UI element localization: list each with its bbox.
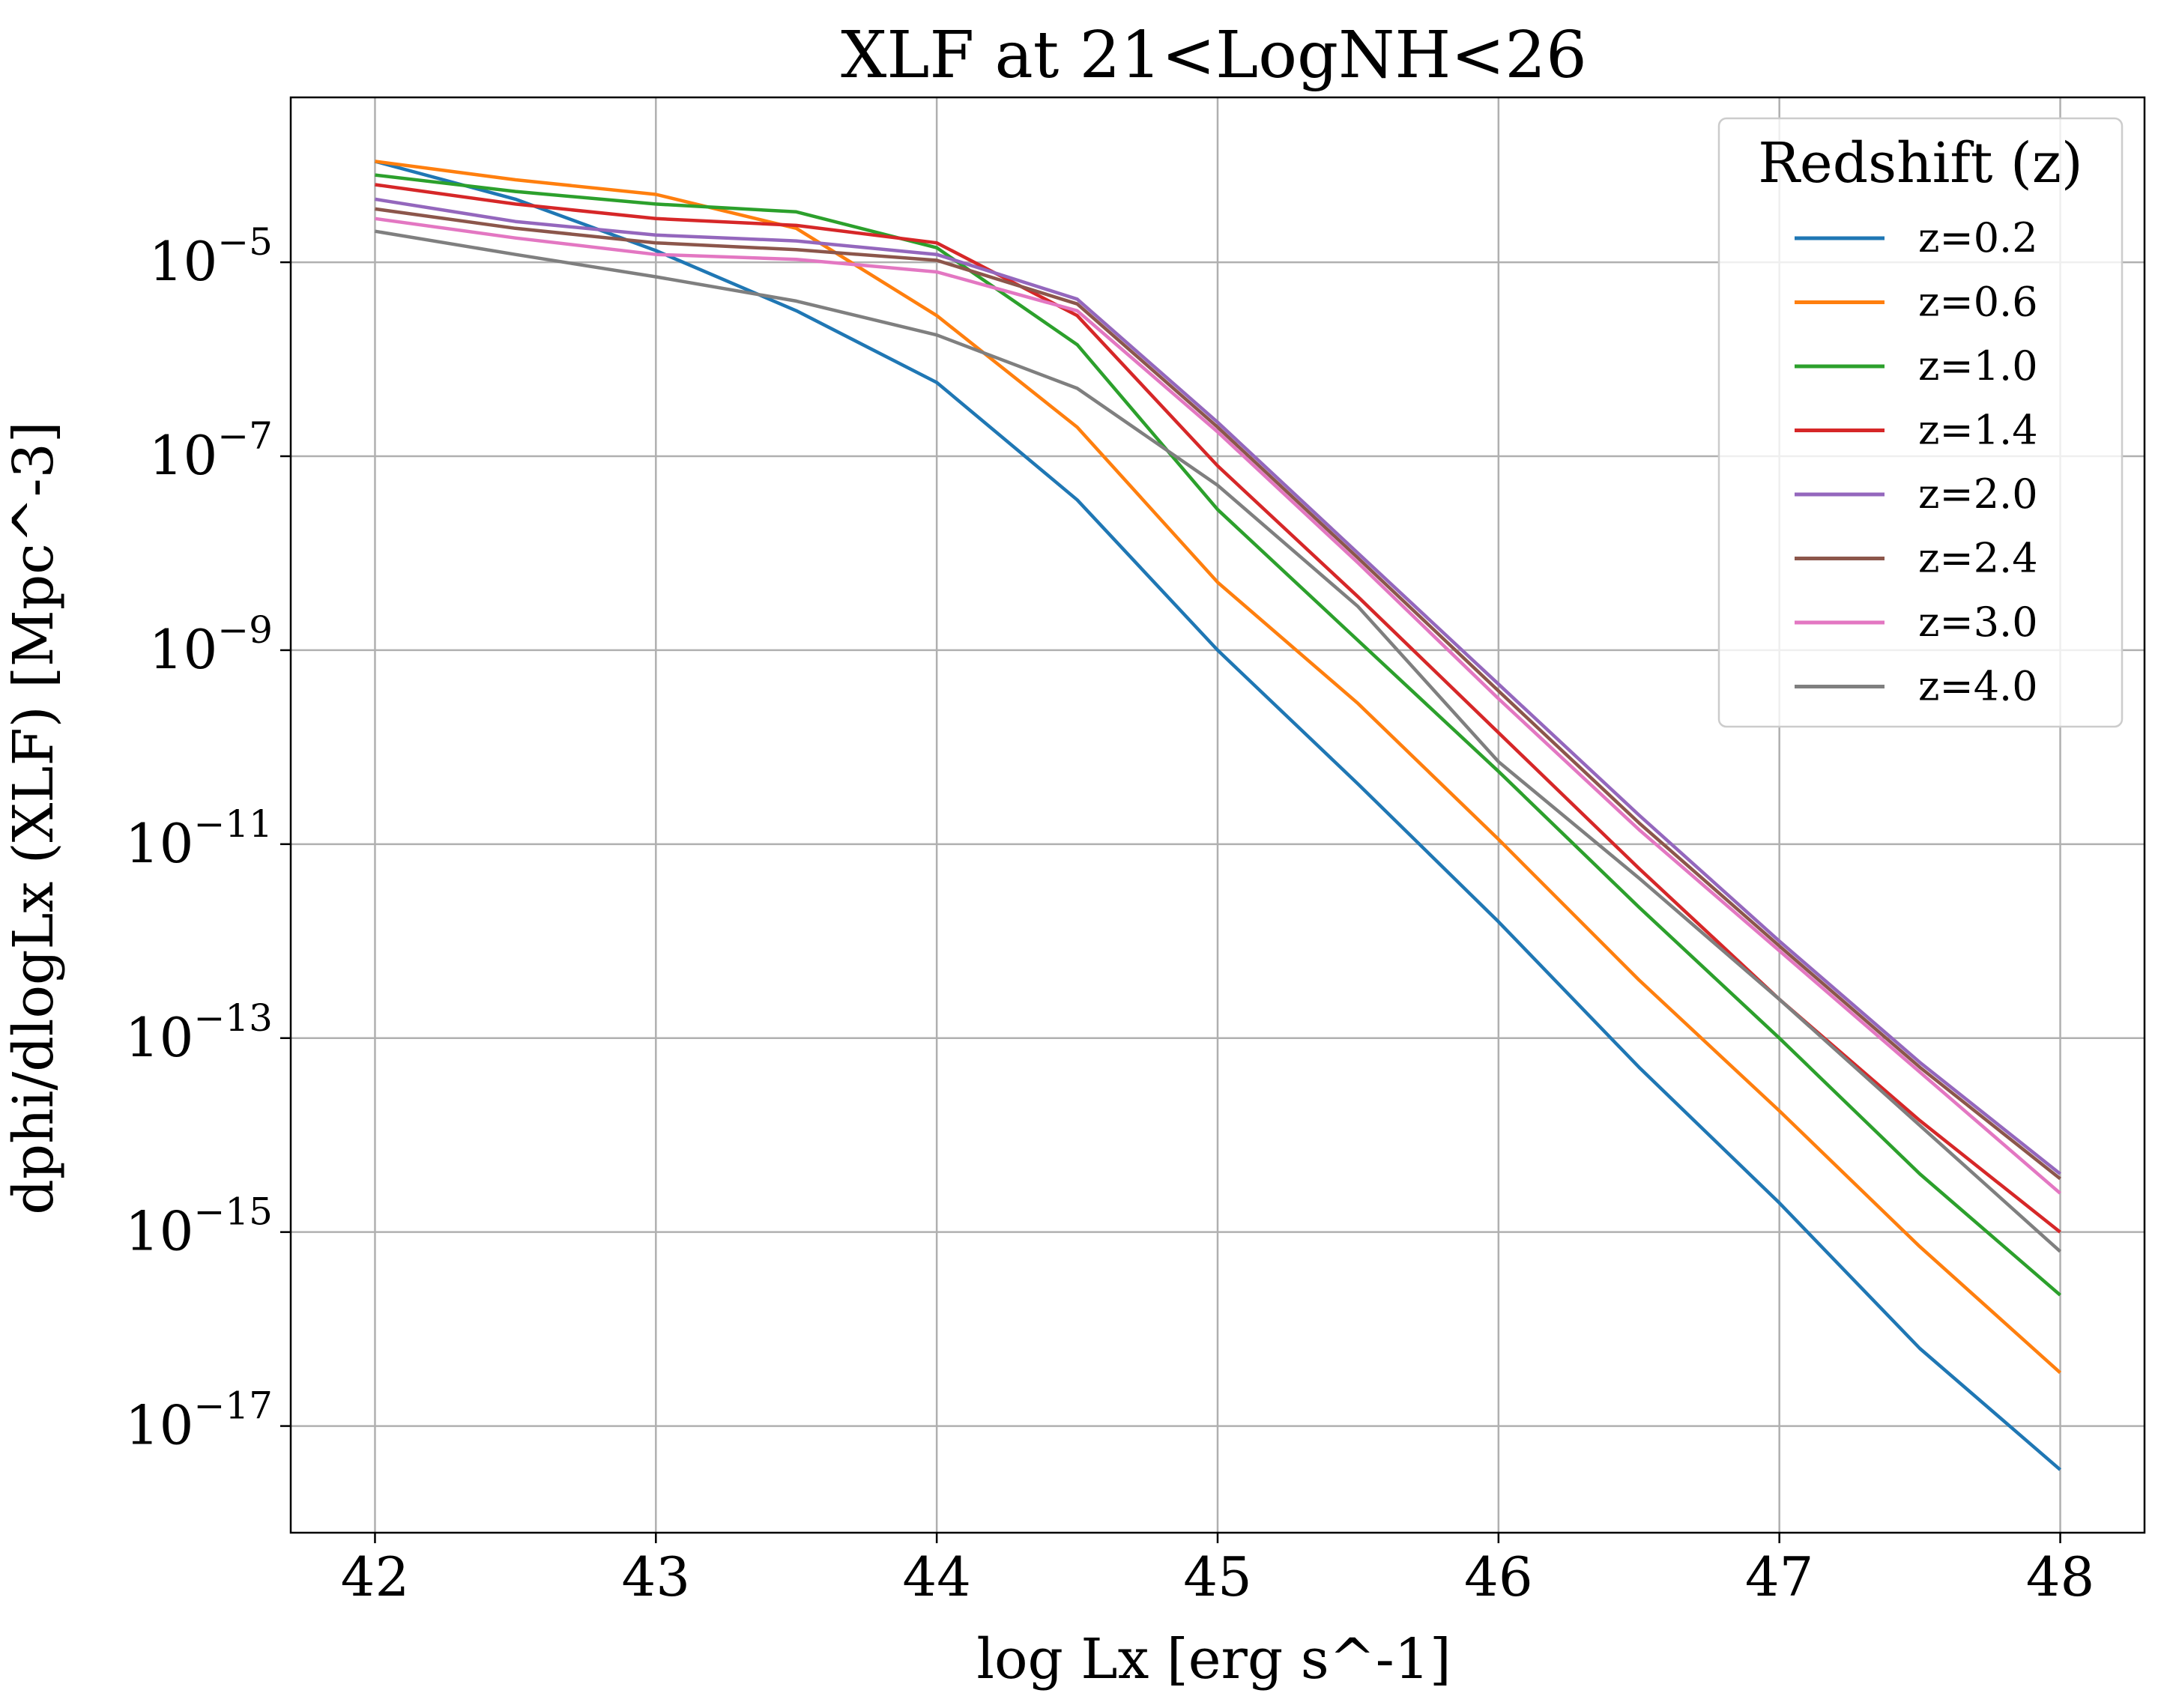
y-tick-exponent: −17 [193, 1384, 273, 1428]
series-line-z=1.0 [375, 173, 2061, 1297]
series-layer [374, 160, 2062, 1471]
series-line-z=2.0 [375, 197, 2061, 1175]
legend-label: z=1.4 [1918, 407, 2038, 454]
y-tick-label: 10−17 [125, 1384, 273, 1457]
y-tick-label: 10−11 [125, 802, 273, 875]
y-tick-base: 10 [125, 1200, 194, 1263]
y-tick-exponent: −9 [217, 608, 273, 652]
y-tick-base: 10 [149, 230, 218, 293]
y-tick-exponent: −11 [193, 802, 273, 846]
y-tick-label: 10−5 [149, 220, 273, 293]
legend-title: Redshift (z) [1758, 131, 2083, 196]
y-axis-label: dphi/dlogLx (XLF) [Mpc^-3] [1, 421, 66, 1214]
y-tick-exponent: −15 [193, 1190, 273, 1234]
series-line-z=0.2 [374, 160, 2061, 1471]
y-tick-base: 10 [125, 1006, 194, 1069]
x-axis-label: log Lx [erg s^-1] [976, 1627, 1451, 1692]
legend-label: z=0.6 [1918, 279, 2038, 326]
legend: Redshift (z) z=0.2z=0.6z=1.0z=1.4z=2.0z=… [1717, 117, 2124, 728]
y-tick-base: 10 [125, 1394, 194, 1457]
x-tick-label: 42 [341, 1545, 410, 1608]
legend-frame [1717, 117, 2124, 728]
y-tick-exponent: −13 [193, 996, 273, 1040]
y-tick-base: 10 [149, 424, 218, 487]
y-tick-base: 10 [149, 618, 218, 681]
series-line-z=3.0 [375, 216, 2061, 1195]
legend-label: z=2.0 [1918, 470, 2038, 518]
x-tick-label: 43 [621, 1545, 690, 1608]
y-tick-label: 10−15 [125, 1190, 273, 1263]
legend-label: z=0.2 [1918, 214, 2038, 261]
x-tick-label: 44 [902, 1545, 971, 1608]
legend-label: z=4.0 [1918, 663, 2038, 710]
legend-label: z=3.0 [1918, 599, 2038, 646]
series-line-z=0.6 [375, 160, 2062, 1375]
x-tick-label: 47 [1745, 1545, 1814, 1608]
y-tick-exponent: −7 [217, 414, 273, 458]
x-tick-label: 46 [1464, 1545, 1533, 1608]
legend-label: z=1.0 [1918, 342, 2038, 390]
y-tick-exponent: −5 [217, 220, 273, 264]
x-tick-label: 45 [1183, 1545, 1252, 1608]
y-tick-label: 10−13 [125, 996, 273, 1069]
series-line-z=4.0 [375, 229, 2062, 1253]
y-tick-label: 10−7 [149, 414, 273, 487]
axes-layer: 42 43 44 45 46 47 4810−1710−1510−1310−1110−910… [125, 96, 2146, 1608]
legend-entries: z=0.2 z=0.6 z=1.0 z=1.4 z=2.0 z=2.4 z=3.0 z=4.0 [1795, 214, 2038, 710]
plot-frame [289, 96, 2146, 1534]
chart-title: XLF at 21<LogNH<26 [841, 18, 1587, 93]
series-line-z=2.4 [375, 207, 2061, 1181]
y-tick-base: 10 [125, 812, 194, 875]
x-tick-label: 48 [2026, 1545, 2095, 1608]
legend-label: z=2.4 [1918, 535, 2038, 582]
y-tick-label: 10−9 [149, 608, 273, 681]
